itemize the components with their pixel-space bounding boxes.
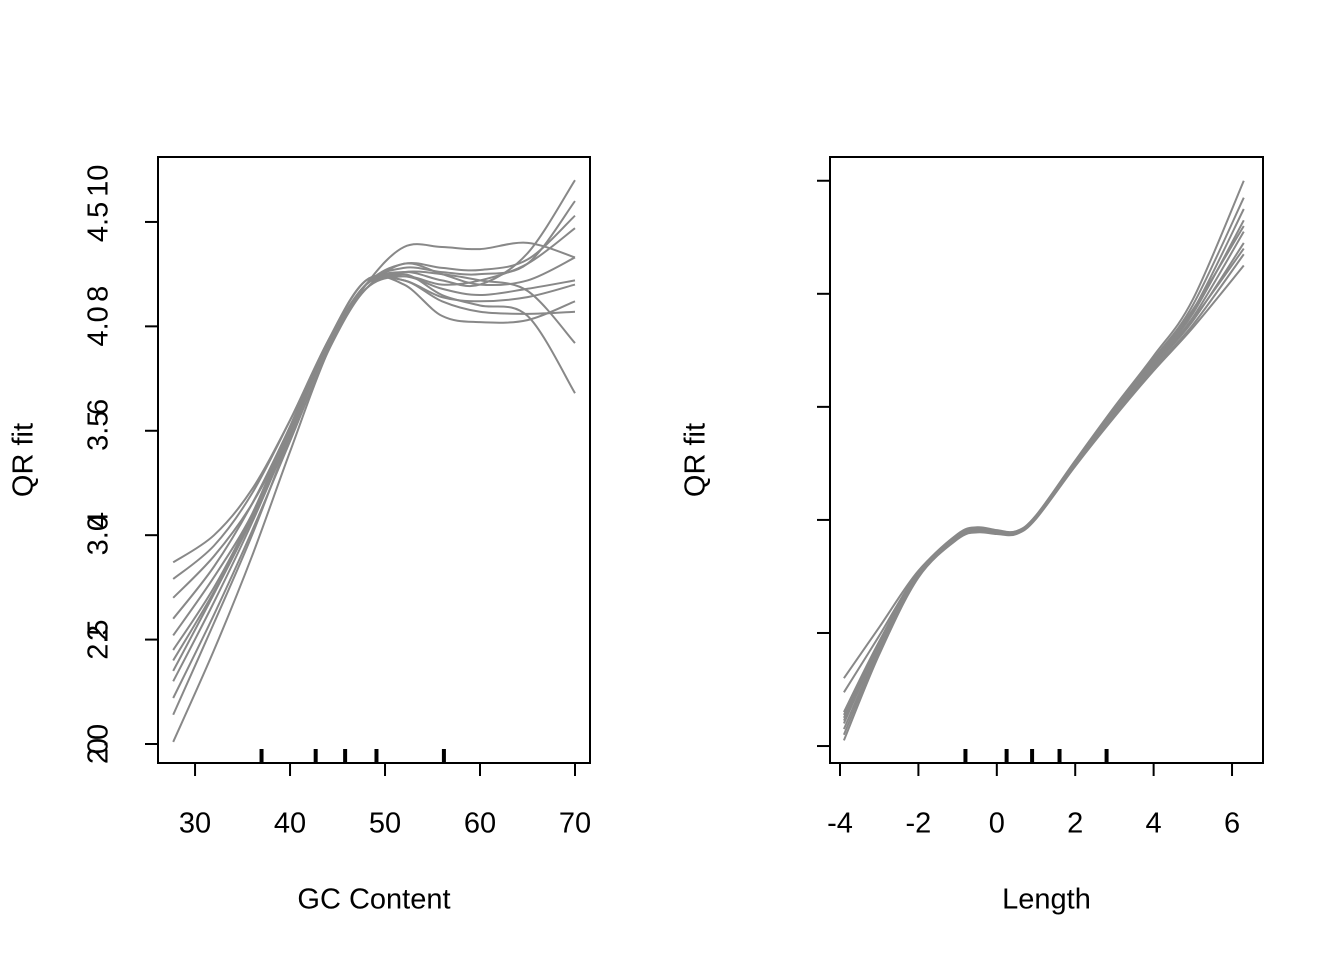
fit-line [843, 208, 1245, 713]
y-tick-label: 8 [83, 286, 115, 302]
y-axis-title: QR fit [8, 423, 40, 497]
x-tick-label: 40 [274, 808, 306, 840]
x-tick-label: 30 [179, 808, 211, 840]
fit-line [172, 214, 576, 661]
y-tick-label: 2.0 [83, 724, 115, 764]
fit-line [843, 231, 1245, 724]
x-tick-label: -4 [827, 808, 853, 840]
fit-line [843, 197, 1245, 693]
fit-line [842, 264, 1245, 741]
fit-line [843, 225, 1245, 716]
y-tick-label: 2 [83, 625, 115, 641]
y-tick-label: 3.0 [83, 515, 115, 555]
x-tick-label: 70 [559, 808, 591, 840]
y-tick-label: 6 [83, 399, 115, 415]
plot-frame [829, 156, 1264, 764]
y-tick-label: 2.5 [83, 619, 115, 659]
fit-line [172, 275, 576, 651]
x-axis-title: Length [1002, 884, 1091, 916]
y-axis-title: QR fit [680, 423, 712, 497]
x-tick-label: 60 [464, 808, 496, 840]
y-tick-label: 3.5 [83, 411, 115, 451]
fit-line [172, 274, 576, 682]
x-tick-label: 4 [1146, 808, 1162, 840]
fit-line [843, 219, 1245, 719]
x-axis-title: GC Content [297, 884, 450, 916]
fit-line [172, 200, 576, 599]
fit-line [172, 227, 576, 716]
fit-line [172, 270, 576, 620]
y-tick-label: 10 [83, 165, 115, 197]
y-tick-label: 0 [83, 738, 115, 754]
x-tick-label: 50 [369, 808, 401, 840]
y-tick-label: 4 [83, 512, 115, 528]
x-tick-label: 0 [989, 808, 1005, 840]
y-tick-label: 4.0 [83, 306, 115, 346]
fit-line [172, 276, 576, 672]
fit-line [843, 247, 1245, 722]
x-tick-label: 6 [1224, 808, 1240, 840]
fit-line [172, 274, 576, 580]
fit-line [172, 272, 576, 699]
plot-frame [157, 156, 591, 764]
fit-line [172, 256, 576, 564]
x-tick-label: 2 [1067, 808, 1083, 840]
y-tick-label: 4.5 [83, 202, 115, 242]
x-tick-label: -2 [906, 808, 932, 840]
